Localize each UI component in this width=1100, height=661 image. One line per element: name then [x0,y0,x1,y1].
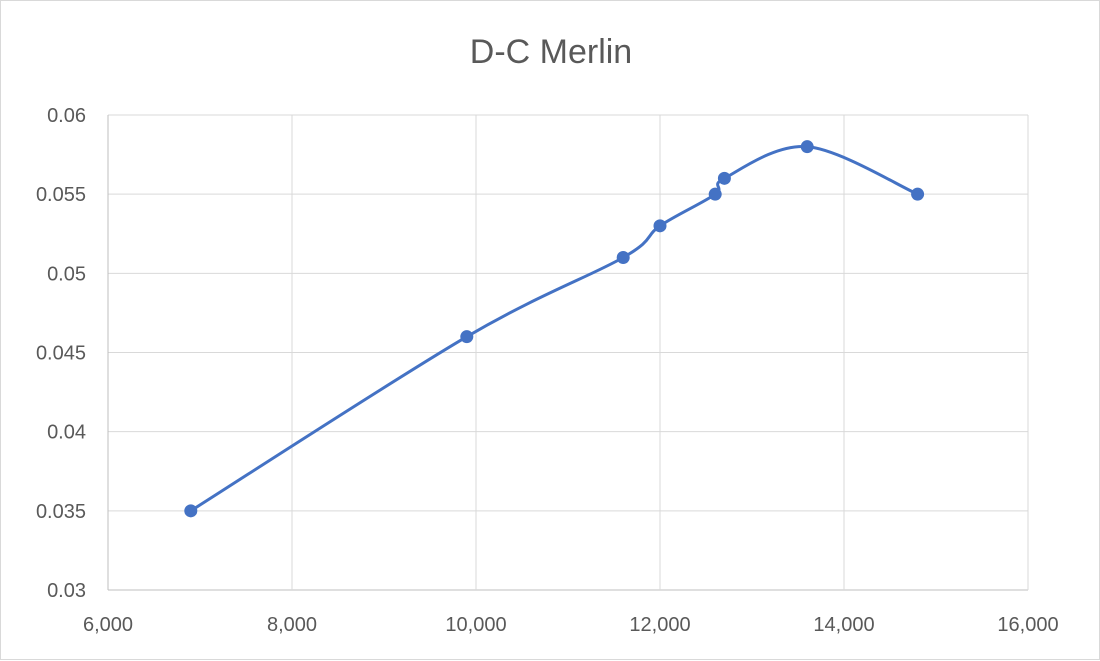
y-tick-label: 0.05 [47,263,86,285]
data-point [460,330,474,344]
y-axis-tick-labels: 0.03 0.035 0.04 0.045 0.05 0.055 0.06 [36,105,86,602]
x-tick-label: 16,000 [997,614,1058,636]
y-tick-label: 0.04 [47,422,86,444]
x-tick-label: 6,000 [83,614,133,636]
data-point [800,140,814,154]
x-tick-label: 12,000 [629,614,690,636]
y-tick-label: 0.055 [36,184,86,206]
data-point [653,219,667,233]
chart-title: D-C Merlin [470,33,632,71]
data-point [616,251,630,264]
x-tick-label: 10,000 [445,614,506,636]
y-tick-label: 0.045 [36,343,86,365]
x-axis-tick-labels: 6,000 8,000 10,000 12,000 14,000 16,000 [83,614,1059,636]
y-tick-label: 0.06 [47,105,86,127]
x-tick-label: 14,000 [813,614,874,636]
gridlines [107,114,1029,591]
y-tick-label: 0.035 [36,501,86,523]
data-point [708,187,722,201]
series-line [189,145,920,513]
x-tick-label: 8,000 [267,614,317,636]
data-point [911,187,925,201]
data-point [184,504,198,518]
y-tick-label: 0.03 [47,580,86,602]
data-point [717,171,731,185]
series-layer [184,140,925,518]
